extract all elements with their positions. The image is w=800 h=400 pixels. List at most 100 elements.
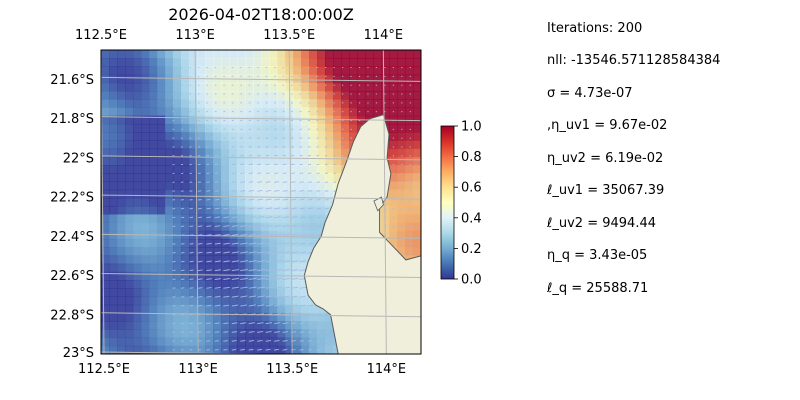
heatmap-cell [109,206,118,215]
velocity-arrow [299,295,306,298]
heatmap-cell [333,165,342,174]
heatmap-cell [285,345,294,354]
heatmap-cell [181,173,190,183]
heatmap-cell [125,337,134,347]
heatmap-cell [301,132,310,141]
heatmap-cell [261,280,270,289]
velocity-arrow [265,322,273,325]
velocity-arrow [307,242,314,245]
heatmap-cell [117,140,126,150]
heatmap-cell [141,337,150,347]
heatmap-cell [109,74,118,84]
heatmap-cell [221,165,230,174]
velocity-arrow [274,181,279,183]
velocity-arrow [257,198,264,201]
heatmap-cell [165,173,174,183]
heatmap-cell [325,148,334,158]
heatmap-cell [341,74,350,84]
heatmap-cell [125,181,134,191]
velocity-arrow [197,225,203,228]
heatmap-cell [101,99,110,109]
heatmap-cell [205,123,214,133]
heatmap-cell [149,321,158,330]
heatmap-cell [349,82,358,92]
heatmap-cell [165,296,174,306]
latitude-gridline [101,312,421,318]
heatmap-cell [365,50,374,59]
heatmap-cell [141,312,150,322]
heatmap-cell [221,271,230,281]
heatmap-cell [133,140,142,150]
velocity-arrow [206,207,211,210]
heatmap-cell [381,74,390,84]
heatmap-cell [149,288,158,298]
velocity-arrow [299,207,305,210]
heatmap-cell [141,99,150,109]
heatmap-cell [101,148,110,158]
heatmap-cell [221,304,230,314]
heatmap-cell [221,296,230,306]
heatmap-cell [245,312,254,322]
heatmap-cell [189,214,198,224]
velocity-arrow [274,233,282,236]
heatmap-cell [237,263,246,273]
velocity-arrow [231,189,237,192]
heatmap-cell [413,156,421,166]
heatmap-cell [173,329,182,339]
heatmap-cell [309,58,318,68]
heatmap-cell [117,214,126,224]
heatmap-cell [269,123,278,133]
heatmap-cell [229,337,238,347]
velocity-arrow [248,286,257,289]
heatmap-cell [157,280,166,289]
heatmap-cell [221,181,230,191]
velocity-arrow [257,172,262,175]
heatmap-cell [301,50,310,59]
heatmap-cell [397,222,406,232]
heatmap-cell [389,140,398,150]
velocity-arrow [240,286,248,289]
heatmap-cell [277,156,286,166]
velocity-arrow [223,286,230,289]
heatmap-cell [133,238,142,248]
heatmap-cell [173,132,182,141]
velocity-arrow [274,163,279,166]
heatmap-cell [149,312,158,322]
heatmap-cell [189,99,198,109]
heatmap-cell [173,280,182,289]
heatmap-cell [157,115,166,125]
heatmap-cell [357,99,366,109]
heatmap-cell [181,58,190,68]
heatmap-cell [341,123,350,133]
velocity-arrow [274,322,281,325]
heatmap-cell [397,58,406,68]
velocity-arrow [307,322,313,325]
heatmap-cell [197,329,206,339]
heatmap-cell [109,345,118,354]
heatmap-cell [117,91,126,100]
heatmap-cell [397,99,406,109]
velocity-arrow [240,189,246,192]
heatmap-cell [149,197,158,207]
heatmap-cell [117,280,126,289]
stat-eta-uv2: η_uv2 = 6.19e-02 [547,151,664,166]
velocity-arrow [274,189,280,192]
heatmap-cell [213,337,222,347]
velocity-arrow [206,216,212,219]
heatmap-cell [301,263,310,273]
heatmap-cell [389,165,398,174]
heatmap-cell [261,82,270,92]
heatmap-cell [389,181,398,191]
heatmap-cell [173,214,182,224]
heatmap-cell [149,115,158,125]
heatmap-cell [205,132,214,141]
heatmap-cell [261,304,270,314]
heatmap-cell [133,206,142,215]
heatmap-cell [245,58,254,68]
velocity-arrow [316,340,321,342]
heatmap-cell [389,214,398,224]
velocity-arrow [231,251,239,254]
heatmap-cell [221,115,230,125]
velocity-arrow [223,233,230,236]
heatmap-cell [229,99,238,109]
